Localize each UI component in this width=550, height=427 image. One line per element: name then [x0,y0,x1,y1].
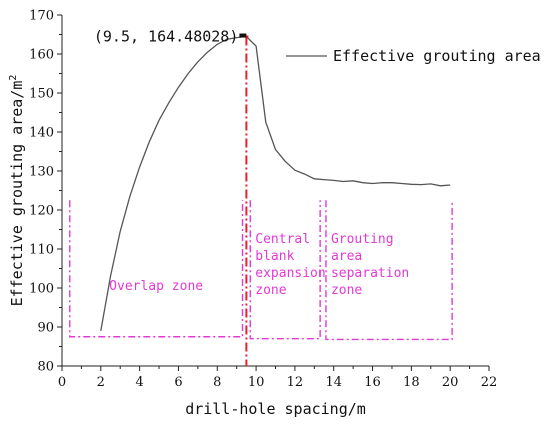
zone-label-2: expansion [255,266,325,281]
x-tick-label: 2 [97,375,105,390]
peak-annotation: (9.5, 164.48028) [94,28,249,366]
x-tick-label: 10 [248,375,265,390]
y-tick-label: 170 [29,9,54,24]
x-tick-label: 0 [58,375,66,390]
zone-label-2: blank [255,249,294,264]
data-series [100,35,451,332]
x-tick-label: 8 [213,375,221,390]
x-tick-label: 18 [403,375,420,390]
x-tick-label: 14 [325,375,342,390]
zone-markers: Overlap zone Central blank expansion zone Gro… [69,200,453,341]
zone-label-1: Overlap zone [109,279,203,294]
zone-label-3: zone [331,283,362,298]
peak-label: (9.5, 164.48028) [94,28,239,46]
y-tick-label: 160 [29,48,54,63]
peak-marker [239,33,247,38]
y-tick-label: 90 [37,321,54,336]
zone-label-2: Central [255,232,310,247]
zone-label-3: area [331,249,362,264]
series-line-1 [100,35,451,332]
x-tick-label: 16 [364,375,381,390]
x-axis-title: drill-hole spacing/m [185,400,366,418]
x-tick-label: 20 [442,375,459,390]
x-tick-label: 12 [287,375,304,390]
y-tick-label: 110 [29,243,54,258]
x-tick-label: 4 [135,375,143,390]
zone-label-3: Grouting [331,232,394,247]
legend-label: Effective grouting area [333,47,541,65]
y-tick-label: 120 [29,204,54,219]
zone-label-2: zone [255,283,286,298]
x-tick-label: 6 [174,375,182,390]
x-tick-label: 22 [481,375,498,390]
zone-bracket-3 [325,200,453,341]
zone-label-3: separation [331,266,409,281]
legend: Effective grouting area [286,47,541,65]
y-tick-label: 130 [29,165,54,180]
y-tick-label: 140 [29,126,54,141]
y-axis-title-superscript: 2 [8,75,19,81]
y-tick-label: 80 [37,360,54,375]
zone-bracket-1 [69,200,244,338]
y-axis-title-text: Effective grouting area/m [8,81,26,307]
y-tick-label: 150 [29,87,54,102]
y-tick-label: 100 [29,282,54,297]
y-axis-title: Effective grouting area/m2 [8,75,26,307]
plot-axes: 0 2 4 6 8 10 12 14 16 18 20 22 80 90 100 110 120 130 140 15… [8,9,497,419]
